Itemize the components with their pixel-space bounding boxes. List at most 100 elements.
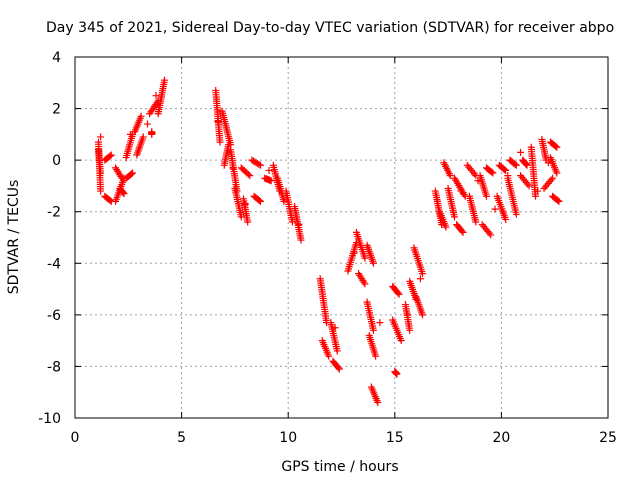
data-point [334,364,342,372]
data-point [544,159,552,167]
data-point [119,188,127,196]
data-point [406,326,414,334]
data-point [517,148,525,156]
data-point [119,189,127,197]
data-point [404,311,412,319]
data-point [148,128,156,136]
data-point [225,141,233,149]
plot-frame [74,56,609,419]
data-point [522,160,530,168]
data-point [244,218,252,226]
data-point [502,166,510,174]
data-point [369,259,377,267]
data-point [244,170,252,178]
data-point [504,172,512,180]
data-point [246,172,254,180]
x-tick-label: 5 [177,430,186,446]
data-point [106,197,114,205]
data-point [525,182,533,190]
data-point [393,370,401,378]
y-tick-label: -4 [47,256,61,272]
x-axis-label: GPS time / hours [281,459,398,475]
data-point [361,280,369,288]
data-point [489,169,497,177]
data-point [472,218,480,226]
data-point [485,229,493,237]
y-tick-label: 2 [52,102,61,118]
data-point [97,133,105,141]
data-point [374,399,382,407]
data-points [94,76,563,407]
y-tick-label: -8 [47,359,61,375]
data-point [267,177,275,185]
data-point [255,197,263,205]
data-point [458,227,466,235]
data-point [524,180,532,188]
data-point [446,172,454,180]
data-point [474,177,482,185]
data-point [394,289,402,297]
chart-title: Day 345 of 2021, Sidereal Day-to-day VTE… [46,20,614,36]
data-point [229,164,237,172]
data-point [502,215,510,223]
data-point [242,200,250,208]
data-point [450,213,458,221]
data-point [555,197,563,205]
data-point [553,169,561,177]
data-point [419,270,427,278]
data-point [457,187,465,195]
data-point [106,152,114,160]
data-point [512,210,520,218]
data-point [376,319,384,327]
data-point [350,249,358,257]
data-point [549,174,557,182]
y-axis-tick-labels: -10 -8 -6 -4 -2 0 2 4 [38,50,61,427]
data-point [433,197,441,205]
data-point [152,92,160,100]
data-point [552,142,560,150]
data-point [137,112,145,120]
data-point [288,218,296,226]
y-tick-label: 0 [52,153,61,169]
x-tick-label: 10 [279,430,297,446]
data-point [331,324,339,332]
grid-lines [75,57,608,418]
data-point [442,223,450,231]
y-tick-label: -6 [47,308,61,324]
y-tick-label: -10 [38,411,61,427]
x-tick-label: 25 [599,430,617,446]
data-point [547,176,555,184]
data-point [501,166,509,174]
data-point [97,169,105,177]
data-point [554,197,562,205]
data-point [295,221,303,229]
y-tick-label: -2 [47,205,61,221]
data-point [143,120,151,128]
data-point [482,192,490,200]
data-point [511,160,519,168]
data-point [139,133,147,141]
data-point [553,143,561,151]
data-point [532,192,540,200]
data-point [333,347,341,355]
data-point [419,311,427,319]
data-point [459,228,467,236]
x-tick-label: 0 [71,430,80,446]
x-tick-label: 20 [492,430,510,446]
y-axis-label: SDTVAR / TECUs [6,180,22,295]
data-point [360,278,368,286]
data-point [369,326,377,334]
data-point [361,254,369,262]
data-point [491,205,499,213]
data-point [237,213,245,221]
data-point [265,166,273,174]
data-point [280,197,288,205]
data-point [216,138,224,146]
data-point [488,168,496,176]
data-point [522,160,530,168]
data-point [512,161,520,169]
data-point [97,187,105,195]
data-point [129,169,137,177]
